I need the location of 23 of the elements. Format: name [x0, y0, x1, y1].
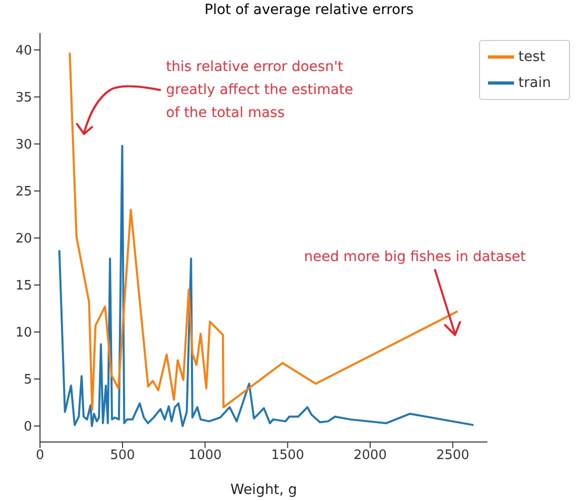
y-tick-label: 30: [15, 138, 32, 153]
x-axis-title: Weight, g: [230, 482, 297, 498]
y-tick-label: 25: [15, 184, 32, 200]
chart-title: Plot of average relative errors: [204, 2, 414, 18]
x-tick-label: 2500: [436, 448, 470, 464]
legend-label: train: [518, 74, 551, 91]
y-tick-label: 15: [15, 278, 32, 294]
x-tick-label: 0: [36, 448, 44, 464]
y-tick-label: 35: [15, 90, 32, 106]
line-series: [58, 144, 475, 428]
annotation: this relative error doesn't greatly affect the estimate of the total mass: [166, 58, 354, 123]
x-tick-label: 1000: [188, 448, 222, 464]
annotation: need more big fishes in dataset: [304, 248, 527, 267]
x-tick-label: 2000: [354, 448, 387, 464]
x-tick-label: 500: [110, 448, 135, 464]
y-tick-label: 0: [24, 420, 32, 435]
y-tick-label: 20: [15, 232, 32, 247]
y-tick-label: 40: [15, 44, 32, 59]
y-tick-label: 5: [24, 372, 32, 388]
x-tick-label: 1500: [271, 448, 304, 464]
y-tick-label: 10: [15, 326, 32, 341]
legend-label: test: [518, 48, 546, 65]
line-series: [68, 52, 459, 412]
